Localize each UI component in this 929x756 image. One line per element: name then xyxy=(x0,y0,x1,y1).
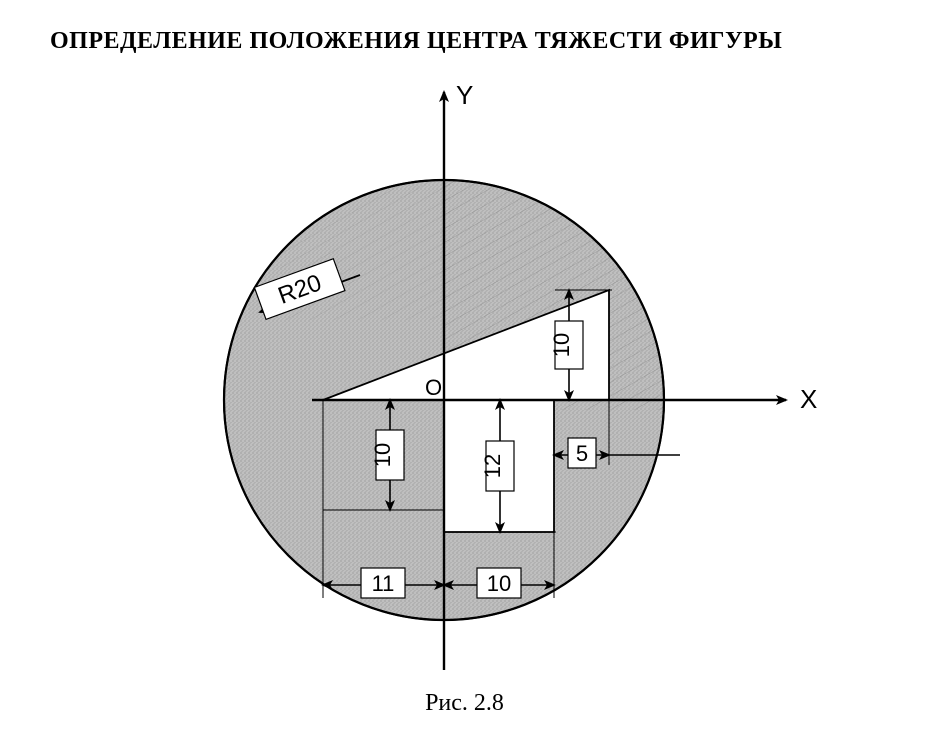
dim-label-left-10: 10 xyxy=(370,443,395,467)
diagram-svg: X Y O R20 xyxy=(0,0,929,756)
origin-label: O xyxy=(425,375,442,400)
y-axis-label: Y xyxy=(456,80,473,110)
dim-label-5: 5 xyxy=(576,441,588,466)
dim-label-b10: 10 xyxy=(487,571,511,596)
dim-label-tri-10: 10 xyxy=(549,333,574,357)
figure-group: X Y O R20 xyxy=(224,80,817,670)
dim-label-11: 11 xyxy=(372,571,395,596)
dim-label-12: 12 xyxy=(480,454,505,478)
x-axis-label: X xyxy=(800,384,817,414)
